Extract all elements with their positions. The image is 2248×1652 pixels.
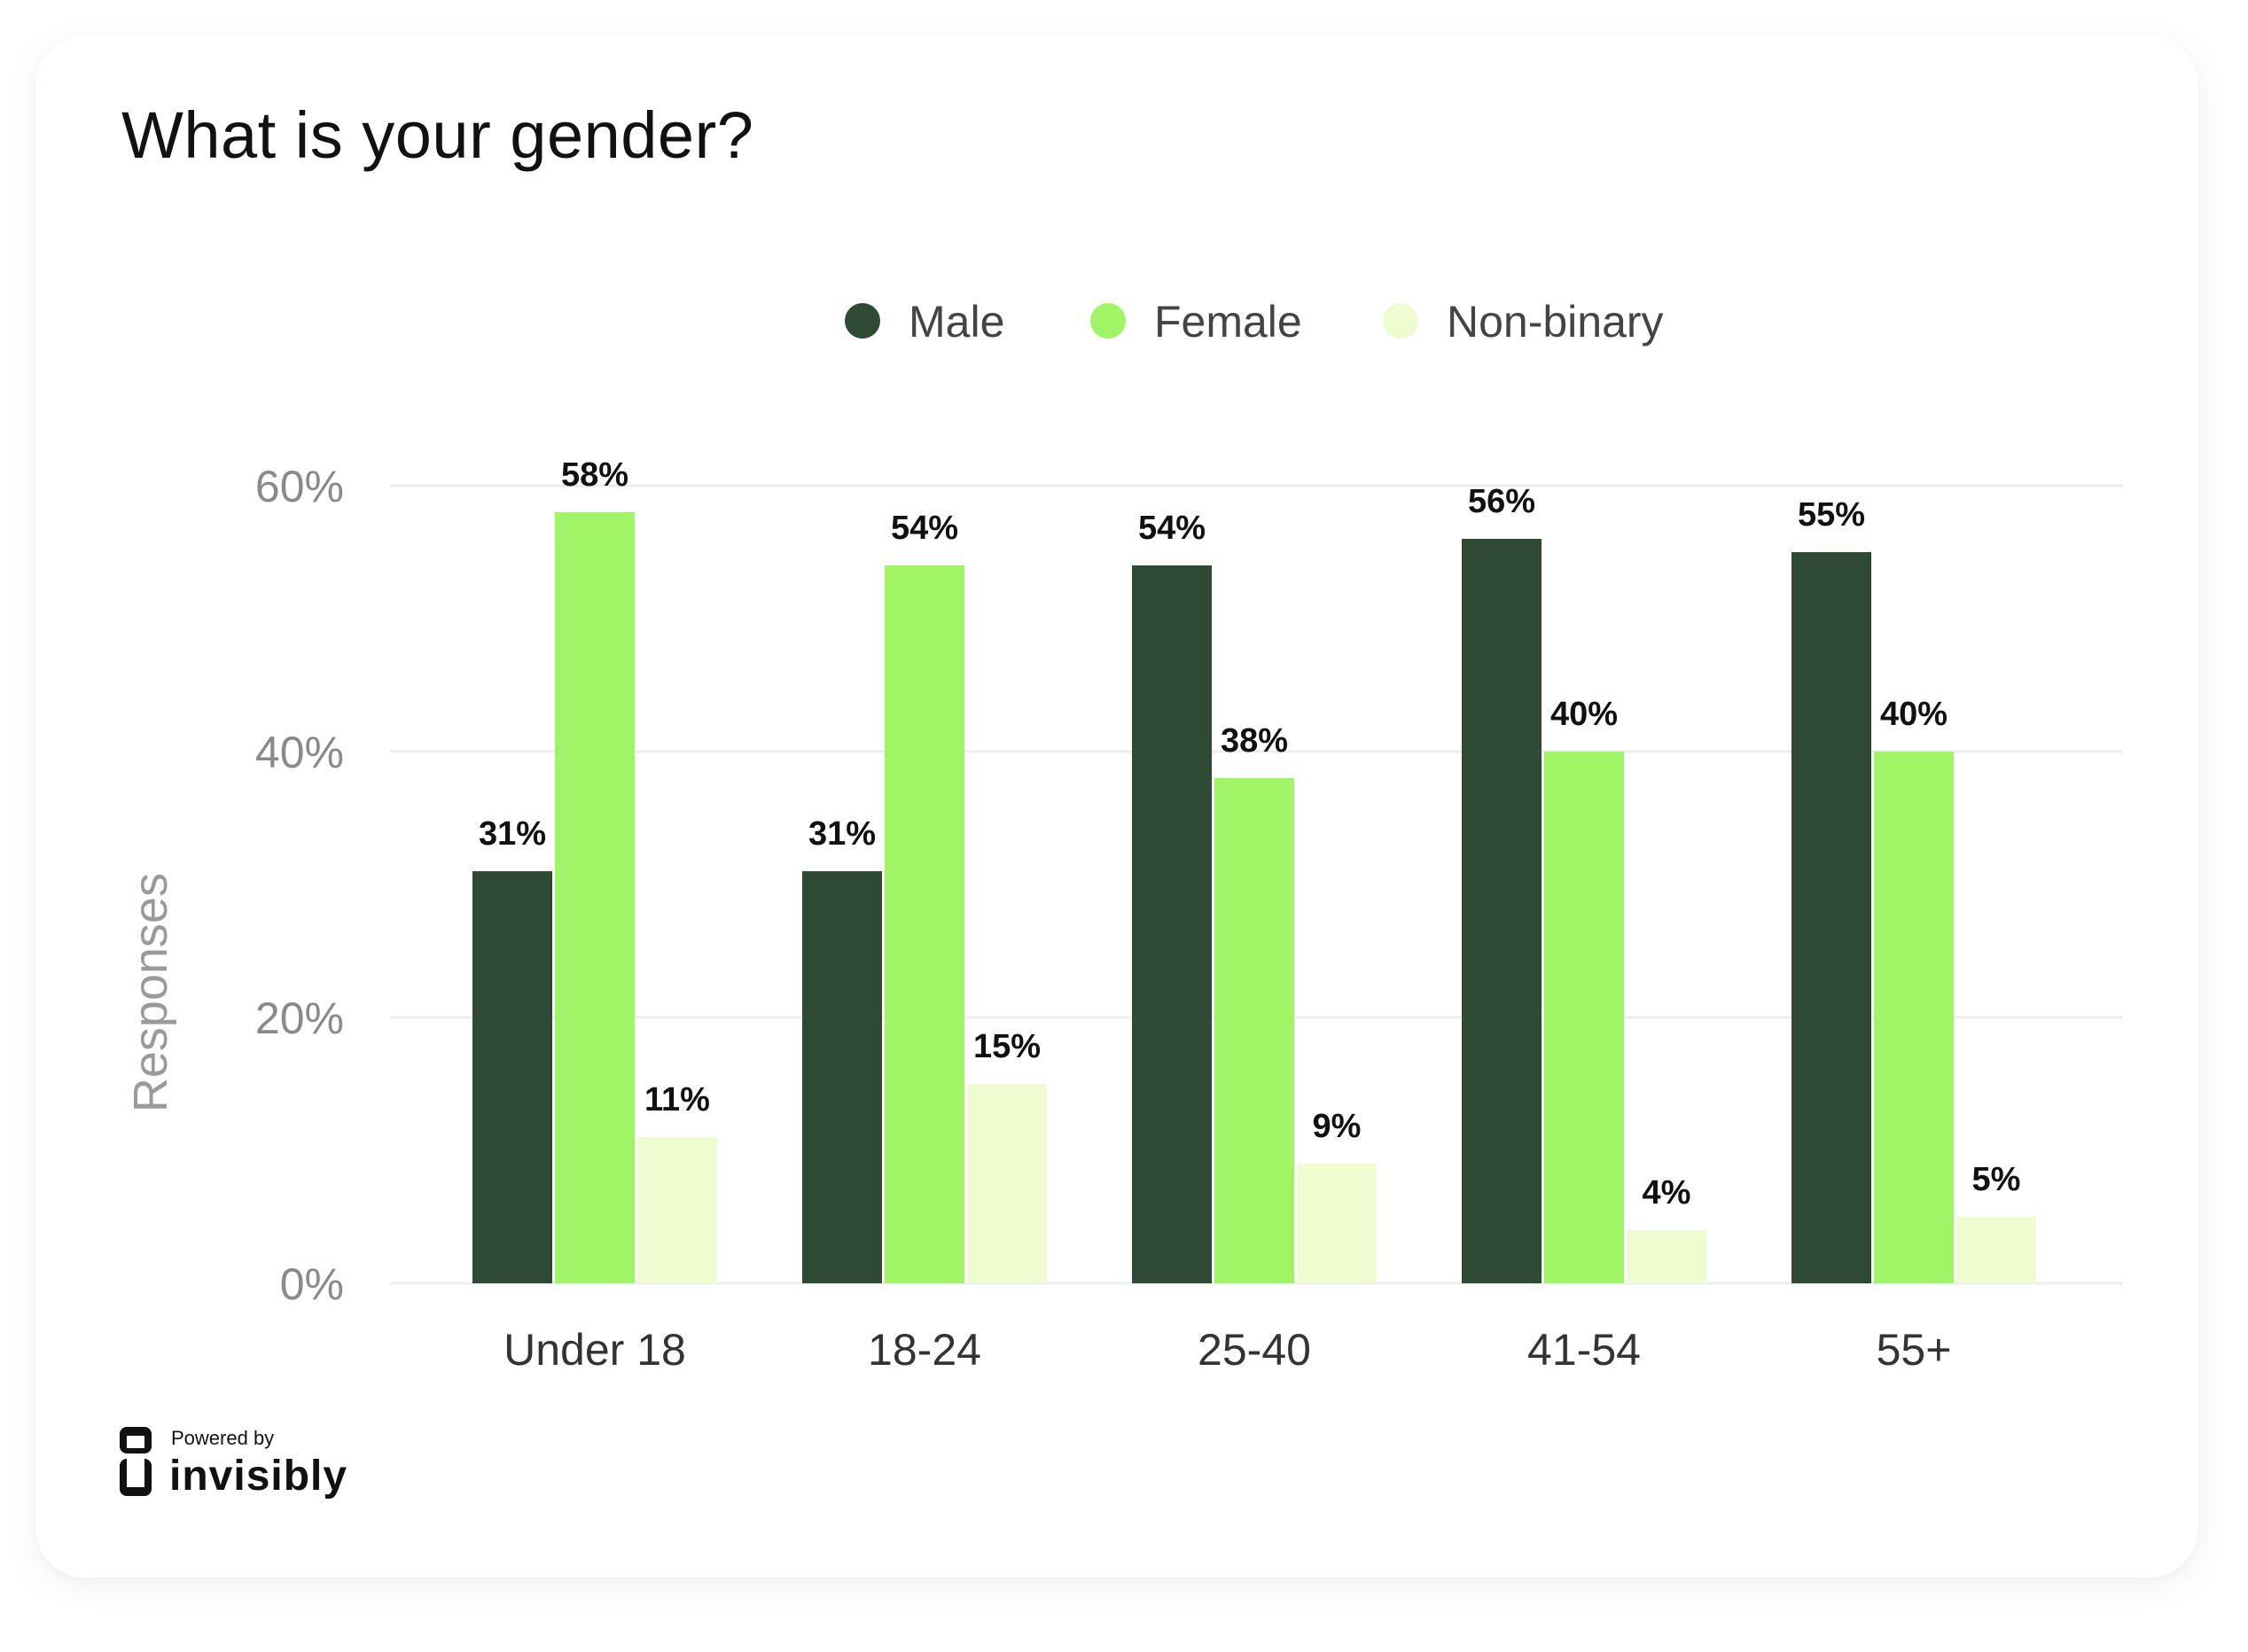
legend-label: Female (1154, 297, 1302, 347)
data-label: 58% (561, 456, 628, 494)
data-label: 54% (891, 510, 958, 547)
powered-by-branding: Powered by invisibly (120, 1427, 368, 1507)
y-axis-label: Responses (124, 873, 177, 1112)
data-labels: 31% 31% 54% 56% 55% 58% 54% 38% 40% 40% 11% 15% 9% 4%… (479, 456, 2020, 1212)
bar-non-binary (1956, 1217, 2036, 1283)
x-tick-label: 25-40 (1198, 1325, 1311, 1375)
legend-swatch (1383, 303, 1418, 339)
invisibly-logo-icon (120, 1427, 152, 1496)
bar-female (1874, 752, 1954, 1283)
legend-label: Non-binary (1447, 297, 1664, 347)
bar-non-binary (1297, 1164, 1377, 1283)
data-label: 55% (1798, 496, 1865, 534)
data-label: 54% (1138, 510, 1206, 547)
x-tick-label: 41-54 (1527, 1325, 1641, 1375)
y-tick-label: 40% (255, 728, 344, 777)
bar-male (802, 871, 882, 1283)
y-tick-label: 0% (280, 1259, 344, 1309)
bar-female (555, 512, 635, 1283)
x-tick-label: 55+ (1877, 1325, 1952, 1375)
data-label: 40% (1550, 696, 1618, 733)
x-tick-label: 18-24 (868, 1325, 981, 1375)
bar-male (1791, 552, 1871, 1283)
y-axis-ticks: 0% 20% 40% 60% (255, 462, 344, 1309)
bar-non-binary (967, 1084, 1047, 1283)
y-tick-label: 60% (255, 462, 344, 511)
bar-male (472, 871, 552, 1283)
data-label: 56% (1468, 483, 1535, 520)
data-label: 31% (808, 815, 876, 853)
data-label: 5% (1972, 1161, 2021, 1198)
data-label: 15% (973, 1028, 1041, 1065)
data-label: 40% (1880, 696, 1947, 733)
bar-female (885, 565, 964, 1283)
legend-swatch (845, 303, 880, 339)
legend-label: Male (909, 297, 1004, 347)
data-label: 9% (1313, 1108, 1362, 1145)
bar-non-binary (1627, 1230, 1706, 1283)
bar-non-binary (637, 1137, 717, 1283)
bar-male (1462, 539, 1542, 1283)
legend-swatch (1090, 303, 1126, 339)
data-label: 38% (1221, 722, 1288, 760)
data-label: 31% (479, 815, 546, 853)
bar-female (1544, 752, 1624, 1283)
x-tick-label: Under 18 (503, 1325, 686, 1375)
brand-name: invisibly (169, 1453, 348, 1500)
chart-title: What is your gender? (121, 98, 754, 172)
bars (472, 512, 2036, 1283)
bar-male (1132, 565, 1212, 1283)
data-label: 11% (644, 1081, 710, 1118)
y-tick-label: 20% (255, 994, 344, 1043)
data-label: 4% (1643, 1174, 1691, 1212)
legend: Male Female Non-binary (845, 297, 1664, 347)
x-axis-ticks: Under 18 18-24 25-40 41-54 55+ (503, 1325, 1951, 1375)
powered-by-text: Powered by (171, 1427, 275, 1449)
bar-female (1214, 778, 1294, 1283)
